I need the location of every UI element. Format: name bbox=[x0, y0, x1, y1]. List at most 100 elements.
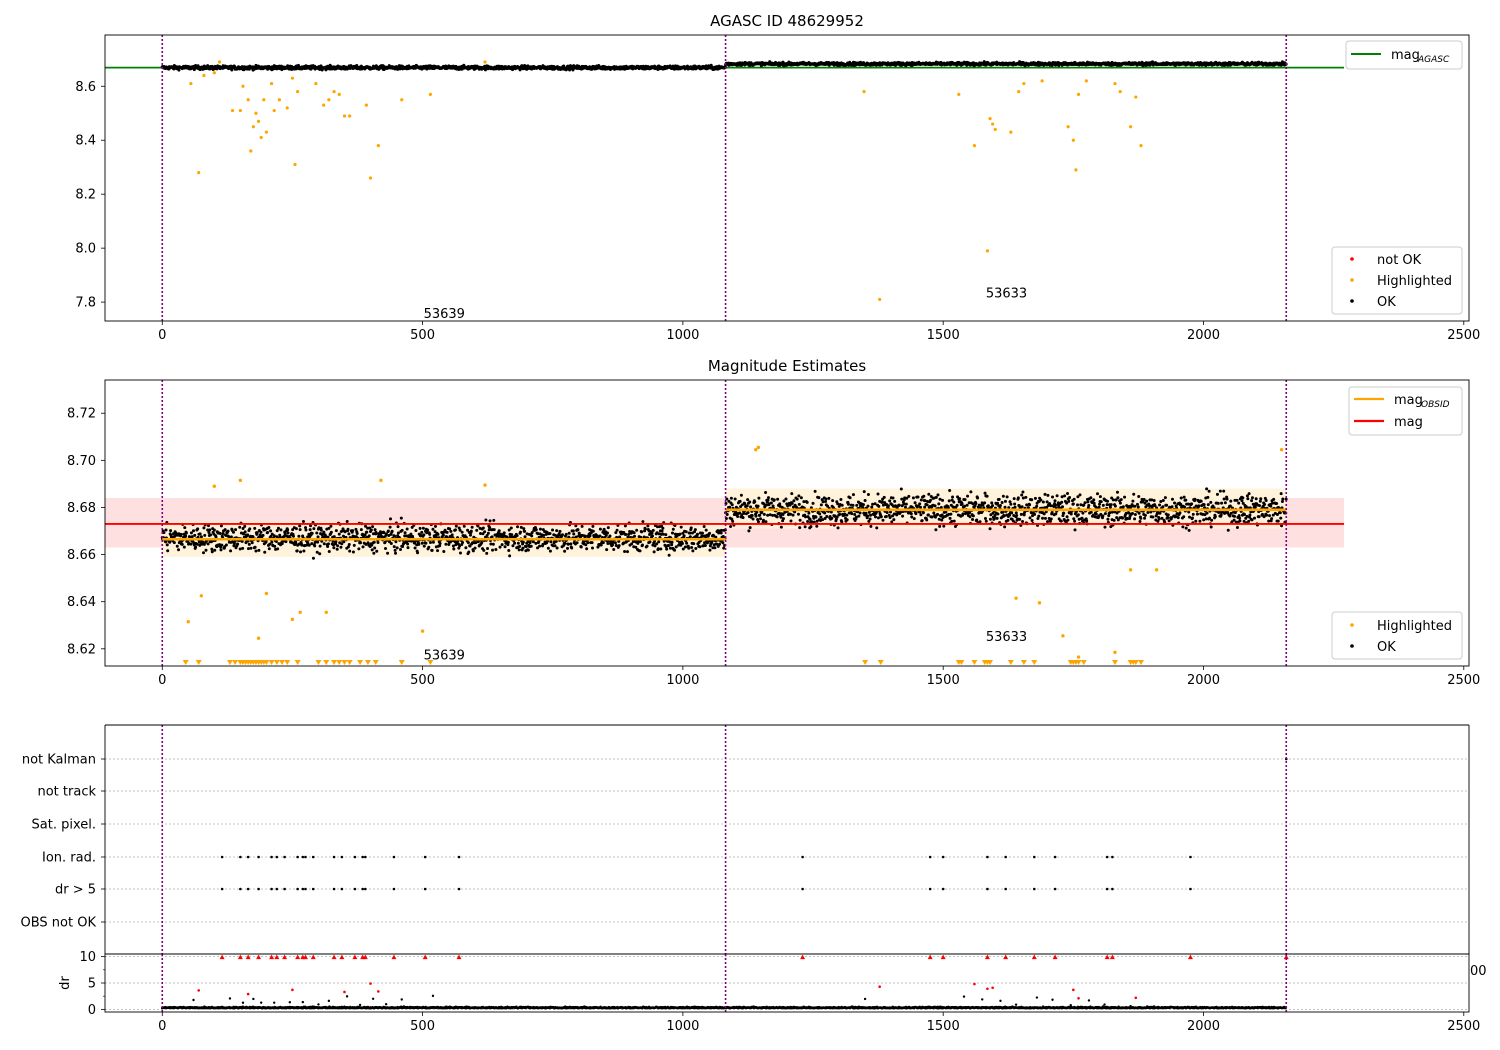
ok-point bbox=[513, 541, 517, 545]
ok-point bbox=[736, 514, 740, 518]
ok-point bbox=[888, 499, 892, 503]
ok-point bbox=[840, 503, 844, 507]
ok-point bbox=[831, 499, 835, 503]
highlighted-point bbox=[212, 71, 216, 75]
ok-point bbox=[507, 528, 511, 532]
ok-point bbox=[372, 540, 376, 544]
ok-point bbox=[384, 546, 388, 550]
ok-point bbox=[815, 519, 819, 523]
ok-point bbox=[430, 548, 434, 552]
ok-point bbox=[1030, 519, 1034, 523]
ok-point bbox=[754, 514, 758, 518]
ok-point bbox=[708, 548, 712, 552]
ok-point bbox=[661, 532, 665, 536]
ok-point bbox=[326, 542, 330, 546]
ok-point bbox=[751, 517, 755, 521]
ok-point bbox=[481, 532, 485, 536]
ok-point bbox=[679, 525, 683, 529]
ok-point bbox=[653, 544, 657, 548]
ok-point bbox=[727, 499, 731, 503]
ok-point bbox=[529, 544, 533, 548]
ok-point bbox=[731, 519, 735, 523]
ok-point bbox=[790, 501, 794, 505]
ok-point bbox=[909, 512, 913, 516]
ok-point bbox=[491, 548, 495, 552]
ok-point bbox=[866, 493, 870, 497]
legend-box bbox=[1345, 40, 1463, 70]
ok-point bbox=[688, 535, 692, 539]
ok-point bbox=[756, 504, 760, 508]
ok-point bbox=[399, 516, 403, 520]
ok-point bbox=[319, 528, 323, 532]
ok-point bbox=[661, 526, 665, 530]
ok-point bbox=[473, 546, 477, 550]
ok-point bbox=[1063, 494, 1067, 498]
ok-point bbox=[718, 542, 722, 546]
highlighted-point bbox=[991, 122, 995, 126]
ok-point bbox=[694, 547, 698, 551]
ok-point bbox=[967, 501, 971, 505]
ok-point bbox=[447, 542, 451, 546]
ok-point bbox=[468, 544, 472, 548]
ok-point bbox=[759, 517, 763, 521]
ok-point bbox=[337, 532, 341, 536]
ok-point bbox=[998, 503, 1002, 507]
ok-point bbox=[177, 68, 181, 72]
ok-point bbox=[488, 525, 492, 529]
ok-point bbox=[775, 515, 779, 519]
ok-point bbox=[386, 529, 390, 533]
ok-point bbox=[769, 501, 773, 505]
ok-point bbox=[480, 541, 484, 545]
ok-point bbox=[254, 549, 258, 553]
ok-point bbox=[297, 534, 301, 538]
ok-point bbox=[728, 505, 732, 509]
ok-point bbox=[518, 530, 522, 534]
ok-point bbox=[366, 541, 370, 545]
ok-point bbox=[714, 535, 718, 539]
ok-point bbox=[983, 491, 987, 495]
ok-point bbox=[1020, 493, 1024, 497]
ok-point bbox=[428, 532, 432, 536]
ok-point bbox=[485, 534, 489, 538]
y-tick-label: 7.8 bbox=[75, 296, 96, 311]
ok-point bbox=[327, 549, 331, 553]
ok-point bbox=[960, 502, 964, 506]
ok-point bbox=[247, 542, 251, 546]
ok-point bbox=[1039, 498, 1043, 502]
ok-point bbox=[374, 532, 378, 536]
ok-point bbox=[657, 540, 661, 544]
highlighted-point bbox=[293, 162, 297, 167]
ok-point bbox=[830, 516, 834, 520]
ok-point bbox=[798, 518, 802, 522]
x-tick-label: 500 bbox=[410, 328, 435, 343]
ok-point bbox=[746, 511, 750, 515]
ok-point bbox=[866, 504, 870, 508]
highlighted-point bbox=[269, 81, 274, 86]
ok-point bbox=[778, 502, 782, 506]
ok-point bbox=[226, 529, 230, 533]
ok-point bbox=[882, 495, 886, 499]
ok-point bbox=[409, 532, 413, 536]
ok-point bbox=[948, 488, 952, 492]
ok-point bbox=[390, 529, 394, 533]
highlighted-point bbox=[483, 60, 487, 64]
ok-point bbox=[1025, 503, 1029, 507]
ok-point bbox=[921, 511, 925, 515]
y-tick-label: 8.2 bbox=[75, 188, 96, 203]
ok-point bbox=[652, 550, 656, 554]
ok-point bbox=[444, 542, 448, 546]
ok-point bbox=[569, 542, 573, 546]
ok-point bbox=[413, 546, 417, 550]
ok-point bbox=[1060, 495, 1064, 499]
chart-title: AGASC ID 48629952 bbox=[710, 12, 864, 30]
ok-point bbox=[483, 530, 487, 534]
ok-point bbox=[613, 541, 617, 545]
ok-point bbox=[884, 515, 888, 519]
ok-point bbox=[266, 531, 270, 535]
ok-point bbox=[604, 533, 608, 537]
ok-point bbox=[250, 541, 254, 545]
ok-point bbox=[219, 548, 223, 552]
ok-point bbox=[426, 528, 430, 532]
ok-point bbox=[1003, 499, 1007, 503]
ok-point bbox=[797, 494, 801, 498]
